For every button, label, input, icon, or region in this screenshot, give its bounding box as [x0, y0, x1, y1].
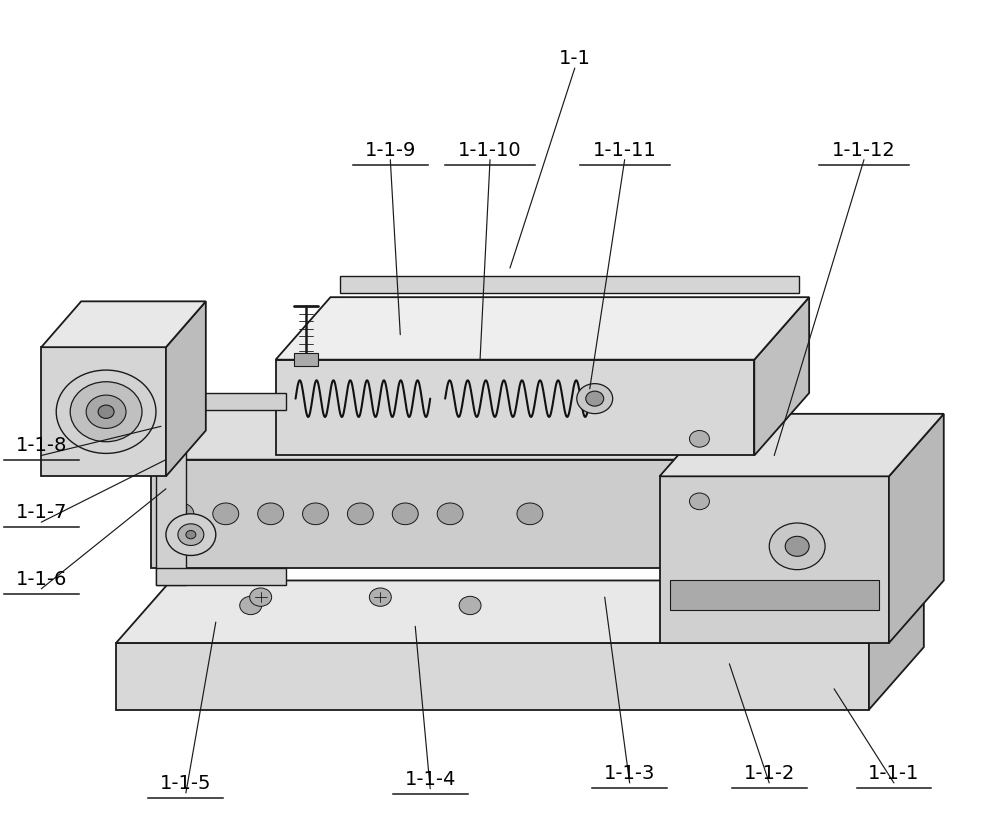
Polygon shape: [660, 414, 944, 477]
Text: 1-1-4: 1-1-4: [405, 770, 456, 789]
Circle shape: [347, 503, 373, 525]
Polygon shape: [670, 580, 879, 609]
Circle shape: [178, 524, 204, 545]
Circle shape: [392, 503, 418, 525]
Circle shape: [586, 391, 604, 406]
Text: 1-1-7: 1-1-7: [16, 503, 67, 522]
Circle shape: [86, 395, 126, 428]
Circle shape: [258, 503, 284, 525]
Polygon shape: [754, 297, 809, 456]
Polygon shape: [869, 580, 924, 710]
Text: 1-1-3: 1-1-3: [604, 764, 655, 783]
Circle shape: [168, 503, 194, 525]
Polygon shape: [156, 393, 186, 584]
Circle shape: [98, 405, 114, 418]
Polygon shape: [116, 580, 924, 643]
Text: 1-1-2: 1-1-2: [744, 764, 795, 783]
Text: 1-1-12: 1-1-12: [832, 140, 896, 160]
Text: 1-1-6: 1-1-6: [16, 570, 67, 589]
Circle shape: [437, 503, 463, 525]
Circle shape: [166, 514, 216, 555]
Text: 1-1-5: 1-1-5: [160, 774, 212, 793]
Circle shape: [186, 531, 196, 539]
Polygon shape: [116, 643, 869, 710]
Polygon shape: [889, 414, 944, 643]
Text: 1-1: 1-1: [559, 49, 591, 68]
Polygon shape: [660, 477, 889, 643]
Circle shape: [56, 370, 156, 453]
Polygon shape: [151, 460, 709, 568]
Text: 1-1-8: 1-1-8: [16, 436, 67, 456]
Text: 1-1-1: 1-1-1: [868, 764, 920, 783]
Circle shape: [240, 596, 262, 614]
Text: 1-1-10: 1-1-10: [458, 140, 522, 160]
Polygon shape: [276, 297, 809, 359]
Polygon shape: [166, 301, 206, 477]
Polygon shape: [41, 347, 166, 477]
Text: 1-1-11: 1-1-11: [593, 140, 657, 160]
Circle shape: [369, 588, 391, 606]
Circle shape: [303, 503, 328, 525]
Circle shape: [459, 596, 481, 614]
Polygon shape: [156, 393, 286, 410]
Polygon shape: [294, 353, 318, 366]
Polygon shape: [709, 397, 764, 568]
Circle shape: [213, 503, 239, 525]
Text: 1-1-9: 1-1-9: [365, 140, 416, 160]
Circle shape: [785, 537, 809, 556]
Circle shape: [689, 431, 709, 447]
Circle shape: [577, 384, 613, 414]
Polygon shape: [151, 397, 764, 460]
Polygon shape: [340, 277, 799, 293]
Polygon shape: [276, 359, 754, 456]
Circle shape: [689, 493, 709, 510]
Circle shape: [517, 503, 543, 525]
Circle shape: [250, 588, 272, 606]
Polygon shape: [41, 301, 206, 347]
Circle shape: [769, 523, 825, 569]
Polygon shape: [156, 568, 286, 584]
Circle shape: [70, 382, 142, 441]
